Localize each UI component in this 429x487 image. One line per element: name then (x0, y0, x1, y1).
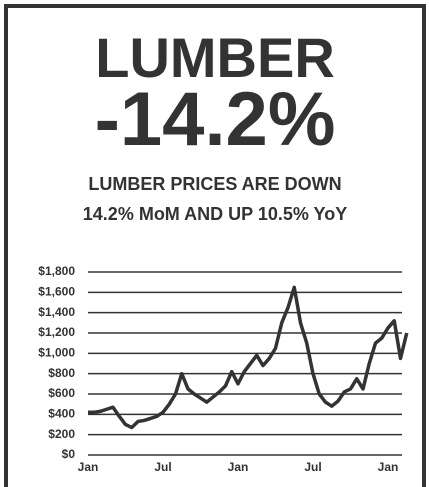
y-tick-label: $1,000 (38, 346, 75, 360)
y-tick-label: $1,600 (38, 285, 75, 299)
x-tick-label: Jan (228, 460, 249, 474)
y-tick-label: $0 (62, 447, 76, 461)
x-tick-label: Jan (78, 460, 99, 474)
y-tick-label: $1,800 (38, 264, 75, 278)
subtitle: LUMBER PRICES ARE DOWN (88, 174, 341, 194)
x-tick-label: Jul (154, 460, 171, 474)
x-tick-label: Jul (304, 460, 321, 474)
y-tick-label: $600 (48, 386, 75, 400)
chart-title: LUMBER (95, 26, 335, 89)
frame (4, 4, 426, 487)
headline: -14.2% (95, 77, 336, 162)
line (88, 285, 409, 430)
y-tick-label: $800 (48, 366, 75, 380)
y-tick-label: $400 (48, 407, 75, 421)
subtitle: 14.2% MoM AND UP 10.5% YoY (83, 204, 347, 224)
y-tick-label: $200 (48, 427, 75, 441)
y-tick-label: $1,400 (38, 305, 75, 319)
y-tick-label: $1,200 (38, 325, 75, 339)
x-tick-label: Jan (378, 460, 399, 474)
